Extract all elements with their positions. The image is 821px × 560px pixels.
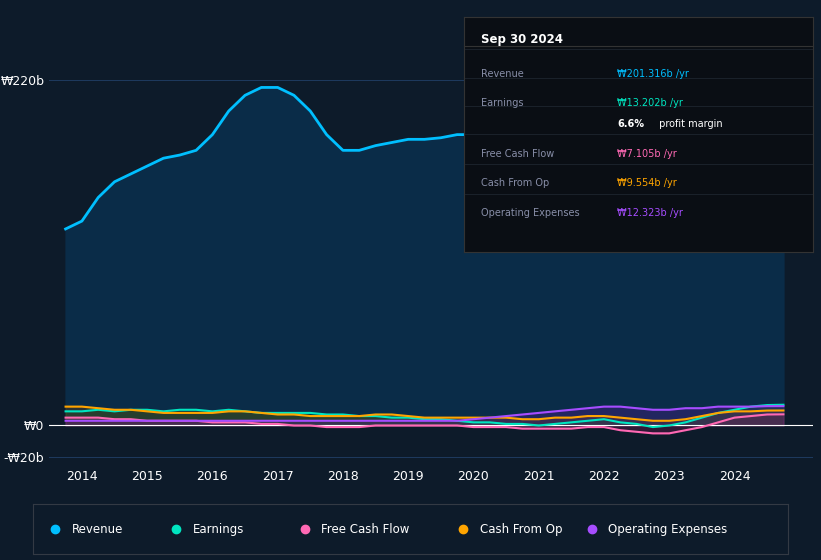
- Text: ₩7.105b /yr: ₩7.105b /yr: [617, 148, 677, 158]
- Text: profit margin: profit margin: [656, 119, 722, 129]
- Text: Revenue: Revenue: [481, 68, 524, 78]
- Text: Cash From Op: Cash From Op: [480, 522, 562, 536]
- Text: Cash From Op: Cash From Op: [481, 178, 549, 188]
- Text: Sep 30 2024: Sep 30 2024: [481, 33, 563, 46]
- Text: 6.6%: 6.6%: [617, 119, 644, 129]
- Text: Earnings: Earnings: [481, 98, 524, 108]
- Text: ₩12.323b /yr: ₩12.323b /yr: [617, 208, 683, 218]
- Text: Free Cash Flow: Free Cash Flow: [481, 148, 554, 158]
- Text: ₩9.554b /yr: ₩9.554b /yr: [617, 178, 677, 188]
- Text: ₩201.316b /yr: ₩201.316b /yr: [617, 68, 690, 78]
- Text: Operating Expenses: Operating Expenses: [481, 208, 580, 218]
- Text: Earnings: Earnings: [193, 522, 245, 536]
- Text: Revenue: Revenue: [72, 522, 123, 536]
- Text: Free Cash Flow: Free Cash Flow: [321, 522, 410, 536]
- Text: ₩13.202b /yr: ₩13.202b /yr: [617, 98, 683, 108]
- Text: Operating Expenses: Operating Expenses: [608, 522, 727, 536]
